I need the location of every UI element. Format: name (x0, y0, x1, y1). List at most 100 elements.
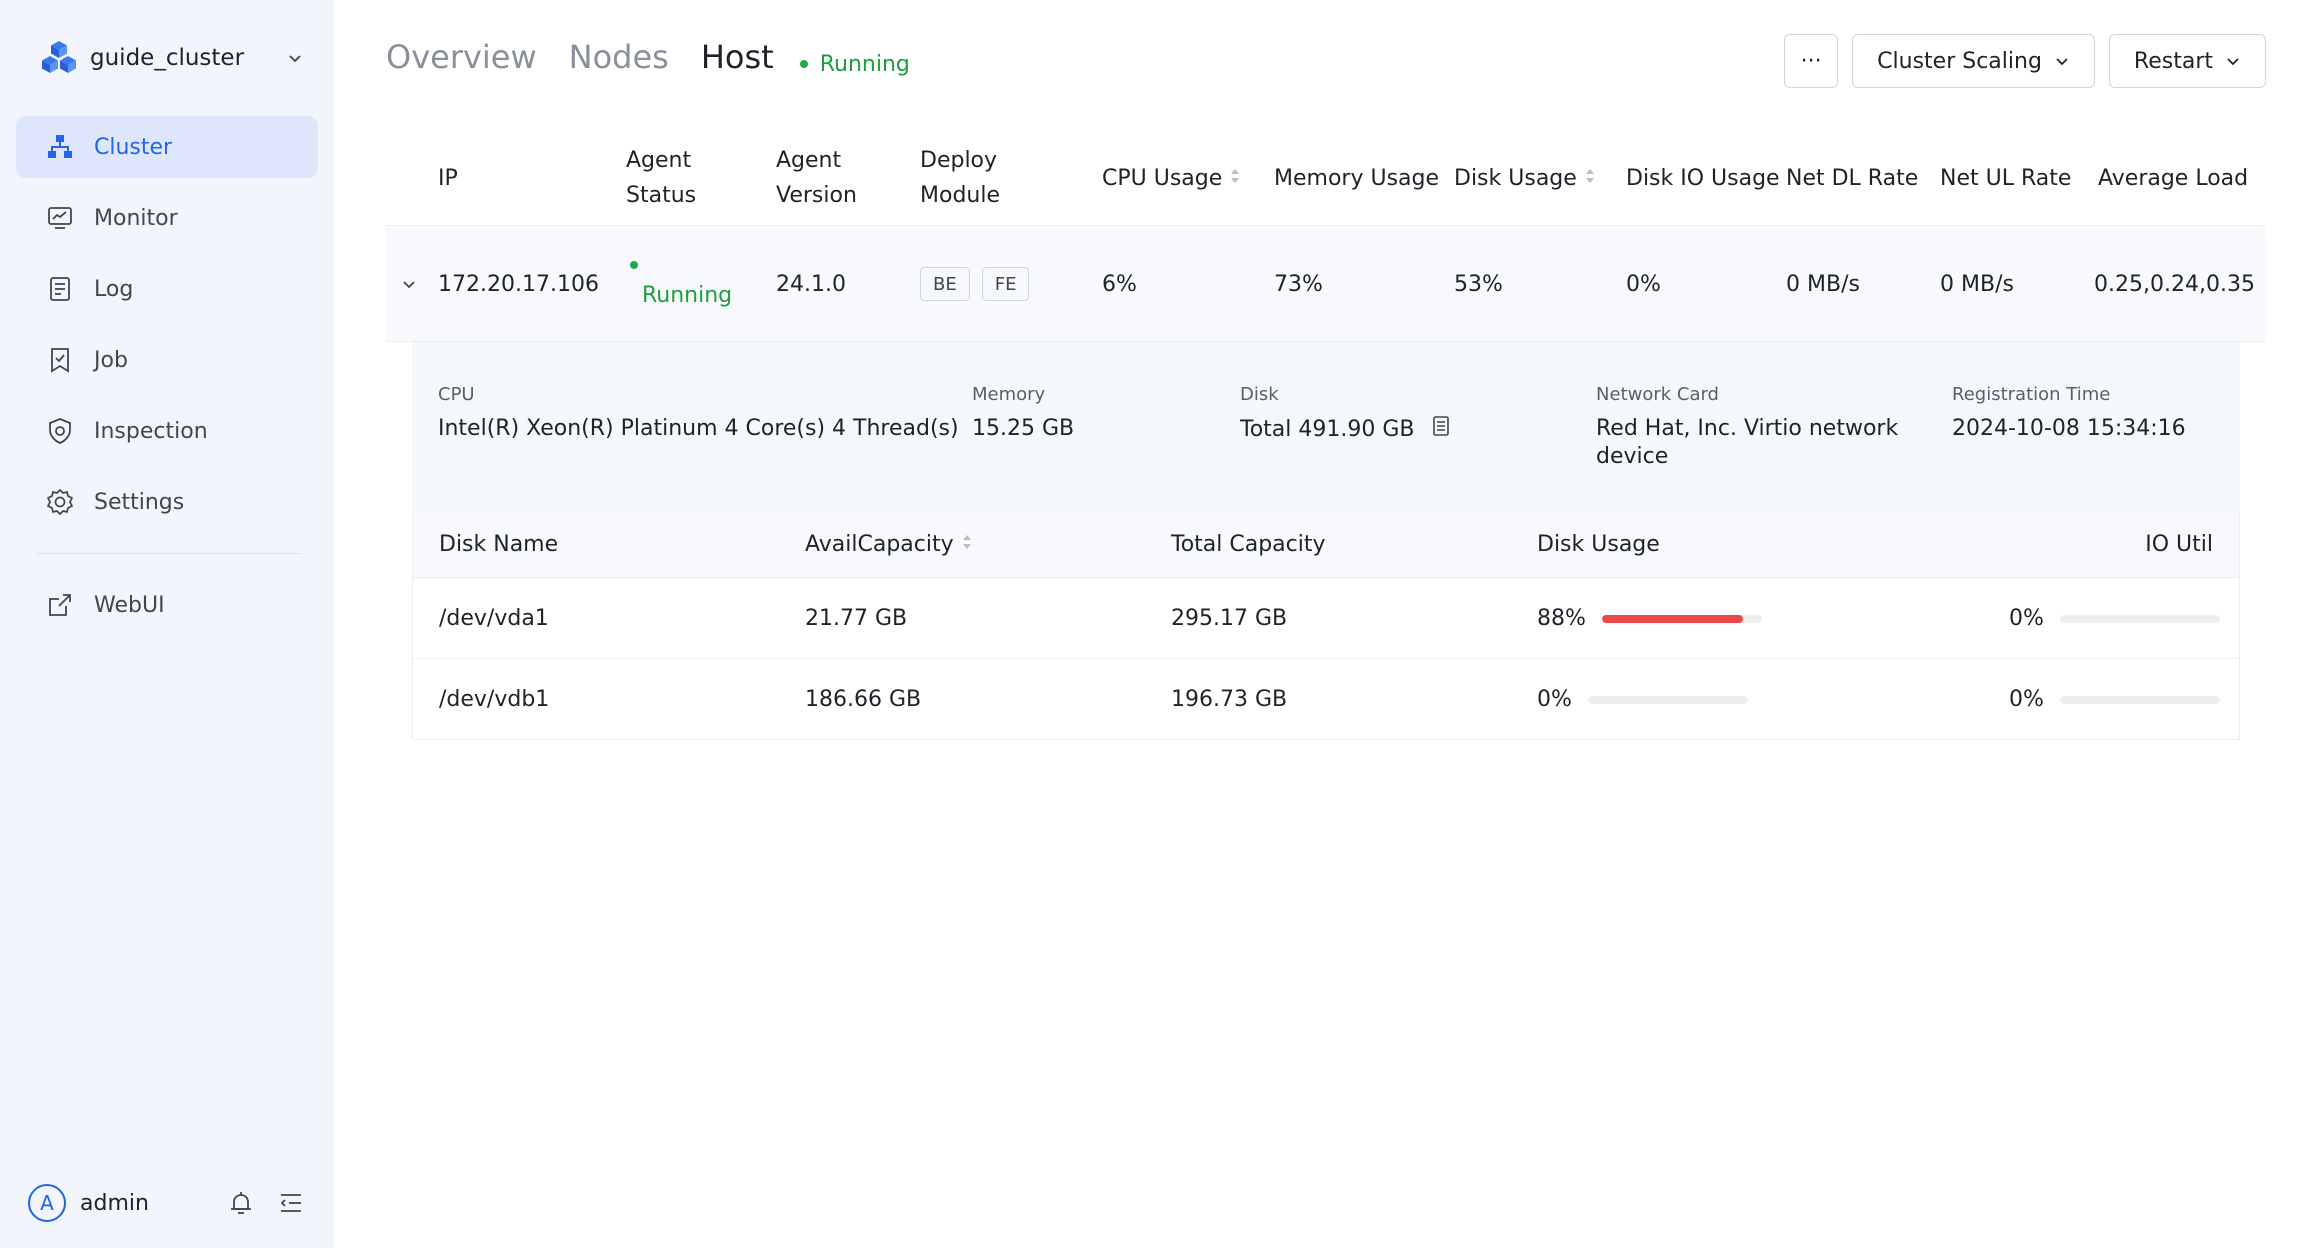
info-disk-value: Total 491.90 GB (1240, 417, 1415, 442)
hosts-table: IP Agent Status Agent Version Deploy Module… (386, 130, 2266, 740)
column-agent-version: Agent Version (776, 130, 857, 226)
disk-usage-text: 88% (1537, 606, 1586, 631)
disk-usage: 88% (1537, 578, 1762, 659)
cluster-logo-icon (38, 37, 80, 79)
column-cpu-usage[interactable]: CPU Usage (1102, 130, 1240, 226)
page-tabs: Overview Nodes Host Running (386, 38, 910, 77)
chevron-down-icon (282, 45, 308, 71)
sidebar-item-log[interactable]: Log (16, 258, 318, 320)
sidebar-item-label: Log (94, 276, 134, 302)
disk-io-util: 0% (2009, 578, 2220, 659)
column-avail-capacity[interactable]: AvailCapacity (805, 510, 972, 578)
host-net-ul-rate: 0 MB/s (1940, 271, 2014, 297)
host-info: CPU Intel(R) Xeon(R) Platinum 4 Core(s) … (412, 342, 2240, 510)
info-memory-value: 15.25 GB (972, 416, 1075, 441)
info-registration-time-value: 2024-10-08 15:34:16 (1952, 416, 2186, 441)
sidebar-item-label: Monitor (94, 205, 178, 231)
hosts-table-header: IP Agent Status Agent Version Deploy Module… (386, 130, 2266, 226)
disk-avail: 186.66 GB (805, 687, 922, 712)
expand-chevron-icon[interactable] (400, 226, 418, 342)
table-row[interactable]: 172.20.17.106 Running 24.1.0 BE FE 6% 73… (386, 226, 2266, 342)
host-memory-usage: 73% (1274, 271, 1323, 297)
log-icon (44, 273, 76, 305)
host-agent-status: Running (630, 226, 732, 342)
more-icon: ··· (1800, 48, 1822, 74)
info-disk-label: Disk (1240, 384, 1279, 405)
info-cpu-value: Intel(R) Xeon(R) Platinum 4 Core(s) 4 Th… (438, 416, 959, 441)
column-agent-version-line2: Version (776, 183, 857, 208)
column-disk-usage[interactable]: Disk Usage (1454, 130, 1595, 226)
column-agent-status-line2: Status (626, 183, 697, 208)
avatar[interactable]: A (28, 1184, 66, 1222)
info-memory-label: Memory (972, 384, 1046, 405)
cluster-name: guide_cluster (90, 45, 245, 71)
info-disk-value-row: Total 491.90 GB (1240, 415, 1450, 445)
cluster-switcher[interactable]: guide_cluster (38, 34, 308, 82)
cluster-scaling-label: Cluster Scaling (1877, 48, 2042, 74)
sidebar-item-cluster[interactable]: Cluster (16, 116, 318, 178)
cluster-status-text: Running (819, 51, 910, 77)
column-disk-name: Disk Name (439, 531, 559, 557)
info-memory: Memory 15.25 GB (972, 384, 1074, 443)
disk-io-util-text: 0% (2009, 687, 2044, 712)
restart-button[interactable]: Restart (2108, 34, 2266, 88)
disk-total: 196.73 GB (1171, 687, 1288, 712)
sidebar-item-settings[interactable]: Settings (16, 471, 318, 533)
host-agent-status-text: Running (642, 282, 733, 308)
host-agent-version: 24.1.0 (776, 271, 846, 297)
disk-name: /dev/vda1 (439, 606, 549, 631)
bell-icon[interactable] (224, 1186, 258, 1220)
sidebar-nav: Cluster Monitor Log Job Inspection (16, 116, 318, 645)
column-total-capacity: Total Capacity (1171, 531, 1326, 557)
column-deploy-module: Deploy Module (920, 130, 1000, 226)
more-button[interactable]: ··· (1784, 34, 1839, 88)
restart-label: Restart (2133, 48, 2213, 74)
sidebar-item-label: Cluster (94, 134, 173, 160)
column-agent-version-line1: Agent (776, 148, 842, 173)
sidebar-item-label: Job (94, 347, 128, 373)
username[interactable]: admin (80, 1190, 149, 1216)
column-disk-usage: Disk Usage (1537, 531, 1660, 557)
host-ip: 172.20.17.106 (438, 271, 599, 297)
sidebar-item-label: WebUI (94, 592, 165, 618)
header-actions: ··· Cluster Scaling Restart (1770, 34, 2266, 88)
info-network-card-line1: Red Hat, Inc. Virtio network (1596, 416, 1899, 441)
gear-icon (44, 486, 76, 518)
cluster-scaling-button[interactable]: Cluster Scaling (1852, 34, 2095, 88)
info-network-card-line2: device (1596, 444, 1669, 469)
info-network-card: Network Card Red Hat, Inc. Virtio networ… (1596, 384, 1898, 471)
disk-usage: 0% (1537, 659, 1748, 740)
monitor-icon (44, 202, 76, 234)
column-average-load: Average Load (2098, 165, 2249, 191)
sidebar-item-job[interactable]: Job (16, 329, 318, 391)
disk-usage-text: 0% (1537, 687, 1572, 712)
sidebar: guide_cluster Cluster Monitor Log (0, 0, 334, 1248)
status-dot (630, 260, 638, 269)
table-row: /dev/vda1 21.77 GB 295.17 GB 88% 0% (413, 578, 2239, 659)
cluster-icon (44, 131, 76, 163)
column-disk-io-usage: Disk IO Usage (1626, 165, 1780, 191)
sidebar-item-inspection[interactable]: Inspection (16, 400, 318, 462)
disk-name: /dev/vdb1 (439, 687, 550, 712)
document-icon[interactable] (1432, 415, 1450, 445)
column-deploy-module-line2: Module (920, 183, 1000, 208)
column-disk-usage-label: Disk Usage (1454, 165, 1577, 191)
sidebar-footer: A admin (28, 1180, 308, 1226)
sidebar-item-monitor[interactable]: Monitor (16, 187, 318, 249)
sidebar-item-label: Inspection (94, 418, 208, 444)
column-cpu-usage-label: CPU Usage (1102, 165, 1223, 191)
collapse-menu-icon[interactable] (274, 1186, 308, 1220)
sidebar-item-webui[interactable]: WebUI (16, 574, 318, 636)
info-network-card-label: Network Card (1596, 384, 1719, 405)
tab-host[interactable]: Host (700, 38, 774, 76)
host-deploy-modules: BE FE (920, 226, 1041, 342)
nav-divider (36, 553, 302, 554)
info-cpu: CPU Intel(R) Xeon(R) Platinum 4 Core(s) … (438, 384, 959, 443)
inspection-icon (44, 415, 76, 447)
tab-overview[interactable]: Overview (386, 38, 537, 76)
cluster-status: Running (799, 51, 910, 77)
tab-nodes[interactable]: Nodes (568, 38, 669, 76)
host-detail-panel: CPU Intel(R) Xeon(R) Platinum 4 Core(s) … (412, 342, 2240, 740)
disk-usage-bar (1601, 614, 1762, 623)
column-io-util: IO Util (2145, 531, 2213, 557)
